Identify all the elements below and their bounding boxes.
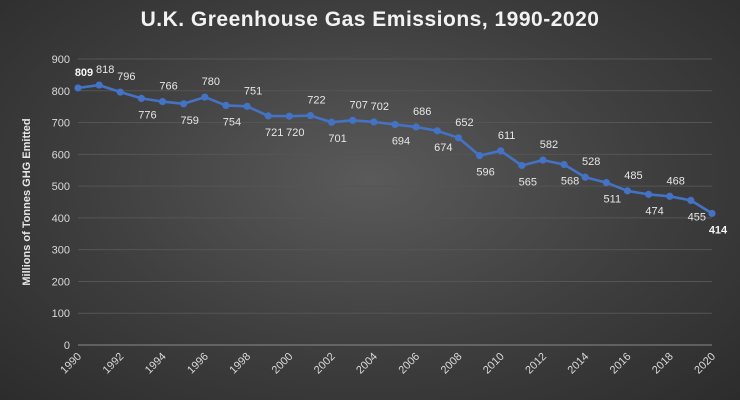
y-tick-label: 900 — [52, 54, 70, 66]
data-point — [602, 179, 610, 187]
data-point — [306, 111, 315, 120]
data-point — [137, 94, 145, 103]
data-point — [222, 101, 230, 109]
data-label: 776 — [138, 109, 156, 121]
data-label: 568 — [561, 176, 579, 188]
y-tick-label: 400 — [52, 213, 70, 225]
y-tick-label: 100 — [52, 308, 70, 320]
data-label: 722 — [307, 95, 325, 107]
data-point — [412, 123, 420, 131]
data-label: 582 — [540, 139, 558, 151]
y-tick-label: 200 — [52, 276, 70, 288]
y-tick-label: 0 — [64, 340, 70, 352]
data-point — [433, 127, 441, 135]
x-tick-label: 1996 — [185, 351, 211, 377]
data-label: 701 — [328, 133, 346, 145]
data-point — [666, 192, 674, 200]
data-label: 766 — [159, 81, 177, 93]
data-label: 674 — [434, 142, 452, 154]
data-point — [158, 97, 167, 106]
x-tick-label: 2004 — [354, 351, 380, 377]
data-label: 511 — [604, 194, 622, 206]
data-label: 702 — [371, 101, 389, 113]
x-tick-label: 2014 — [566, 351, 592, 377]
chart-title: U.K. Greenhouse Gas Emissions, 1990-2020 — [140, 8, 600, 31]
data-point — [391, 120, 399, 129]
x-tick-label: 1990 — [58, 351, 84, 377]
data-label: 565 — [519, 176, 537, 188]
y-tick-label: 800 — [52, 86, 70, 98]
y-tick-label: 700 — [52, 118, 70, 130]
x-tick-label: 2002 — [312, 351, 338, 377]
data-label: 796 — [117, 71, 135, 83]
data-label: 694 — [392, 135, 410, 147]
x-tick-label: 2012 — [523, 351, 549, 377]
data-label: 759 — [180, 115, 198, 127]
x-tick-label: 1998 — [227, 351, 253, 377]
data-point — [74, 84, 82, 92]
x-tick-label: 1994 — [143, 351, 169, 377]
data-point — [645, 190, 653, 198]
data-point — [518, 161, 526, 170]
data-point — [539, 156, 547, 164]
x-tick-label: 2008 — [439, 351, 465, 377]
data-label: 686 — [413, 106, 431, 118]
data-label: 596 — [476, 167, 494, 179]
x-tick-label: 2020 — [692, 351, 718, 377]
data-label: 652 — [455, 117, 473, 129]
y-tick-label: 300 — [52, 245, 70, 257]
data-label: 474 — [645, 205, 663, 217]
data-point — [264, 112, 272, 120]
data-label: 528 — [582, 156, 600, 168]
data-label: 720 — [286, 127, 304, 139]
data-point — [328, 118, 336, 126]
data-point — [687, 196, 695, 205]
x-tick-label: 1992 — [101, 351, 127, 377]
y-tick-label: 600 — [52, 149, 70, 161]
data-point — [243, 102, 251, 110]
y-tick-label: 500 — [52, 181, 70, 193]
x-tick-label: 2000 — [270, 351, 296, 377]
x-tick-label: 2018 — [650, 351, 676, 377]
x-tick-label: 2016 — [608, 351, 634, 377]
data-label: 751 — [244, 85, 262, 97]
data-point — [349, 116, 357, 124]
data-point — [454, 134, 462, 142]
data-label: 818 — [96, 64, 114, 76]
data-point — [623, 187, 632, 195]
y-axis-title: Millions of Tonnes GHG Emitted — [21, 118, 33, 285]
data-point — [581, 173, 589, 181]
data-point — [116, 88, 124, 96]
x-tick-label: 2006 — [396, 351, 422, 377]
data-label: 468 — [667, 175, 685, 187]
data-point — [285, 112, 293, 120]
data-point — [497, 147, 505, 155]
data-label: 754 — [223, 116, 241, 128]
data-label: 414 — [709, 224, 728, 236]
data-point — [708, 209, 716, 218]
data-point — [201, 93, 209, 101]
data-point — [370, 118, 378, 126]
data-point — [180, 100, 188, 108]
data-label: 809 — [75, 67, 93, 79]
data-label: 721 — [265, 127, 283, 139]
data-point — [475, 152, 484, 160]
data-label: 780 — [202, 76, 220, 88]
data-label: 455 — [688, 211, 706, 223]
x-tick-label: 2010 — [481, 351, 507, 377]
data-label: 485 — [624, 170, 642, 182]
data-point — [560, 160, 568, 169]
data-label: 707 — [350, 99, 368, 111]
data-label: 611 — [498, 130, 516, 142]
data-point — [95, 81, 103, 89]
